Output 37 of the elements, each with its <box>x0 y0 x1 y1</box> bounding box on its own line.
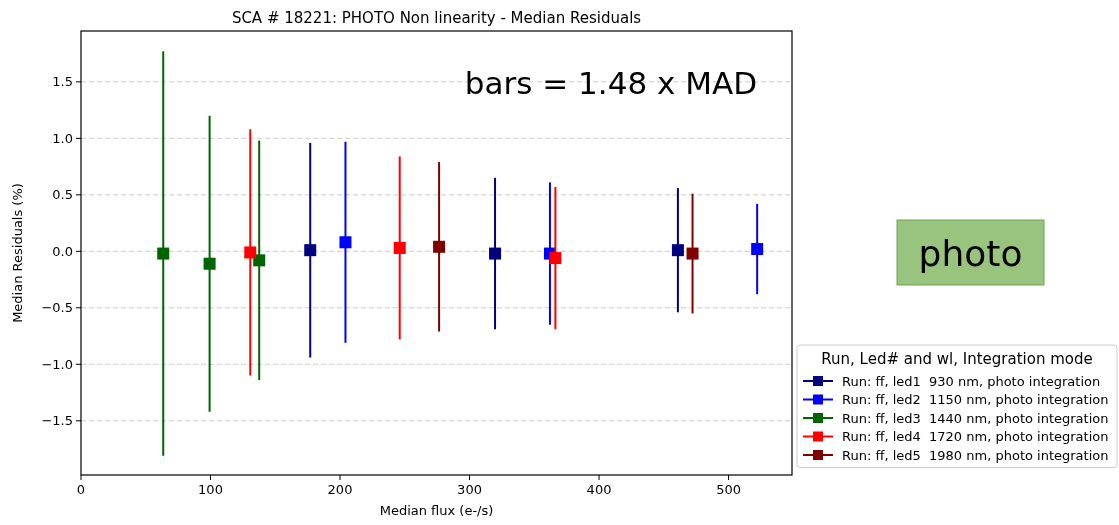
y-tick-label: 1.0 <box>52 130 73 146</box>
y-tick-label: −1.0 <box>41 356 73 372</box>
point <box>253 254 266 267</box>
y-tick-label: 1.5 <box>52 74 73 90</box>
chart-title: SCA # 18221: PHOTO Non linearity - Median Residuals <box>231 9 642 27</box>
point <box>686 247 699 260</box>
x-tick-label: 100 <box>198 482 223 497</box>
point <box>489 247 502 260</box>
x-tick-label: 500 <box>716 482 741 497</box>
legend-label: Run: ff, led1 930 nm, photo integration <box>842 373 1101 389</box>
legend-label: Run: ff, led2 1150 nm, photo integration <box>842 392 1109 407</box>
point <box>244 246 257 259</box>
point <box>157 247 170 260</box>
point <box>304 244 317 257</box>
point <box>203 257 216 270</box>
x-axis-title: Median flux (e-/s) <box>379 503 494 518</box>
x-tick-label: 200 <box>327 482 353 497</box>
y-tick-label: 0.0 <box>52 243 73 259</box>
x-tick-label: 0 <box>76 482 86 497</box>
y-tick-label: −1.5 <box>41 413 73 429</box>
x-tick-label: 400 <box>586 482 612 497</box>
text: photo <box>918 233 1023 274</box>
point <box>671 244 684 257</box>
y-tick-label: −0.5 <box>41 300 73 316</box>
y-tick-label: 0.5 <box>52 187 73 203</box>
legend-label: Run: ff, led5 1980 nm, photo integration <box>842 447 1109 463</box>
y-axis-title: Median Residuals (%) <box>10 183 25 323</box>
legend-title: Run, Led# and wl, Integration mode <box>821 350 1093 368</box>
legend-label: Run: ff, led3 1440 nm, photo integration <box>842 410 1109 426</box>
point <box>339 236 352 249</box>
point <box>433 240 446 253</box>
legend-label: Run: ff, led4 1720 nm, photo integration <box>842 429 1109 444</box>
annotation: bars = 1.48 x MAD <box>464 64 757 101</box>
x-tick-label: 300 <box>457 482 482 497</box>
point <box>549 252 562 265</box>
point <box>751 243 764 256</box>
point <box>393 241 406 254</box>
